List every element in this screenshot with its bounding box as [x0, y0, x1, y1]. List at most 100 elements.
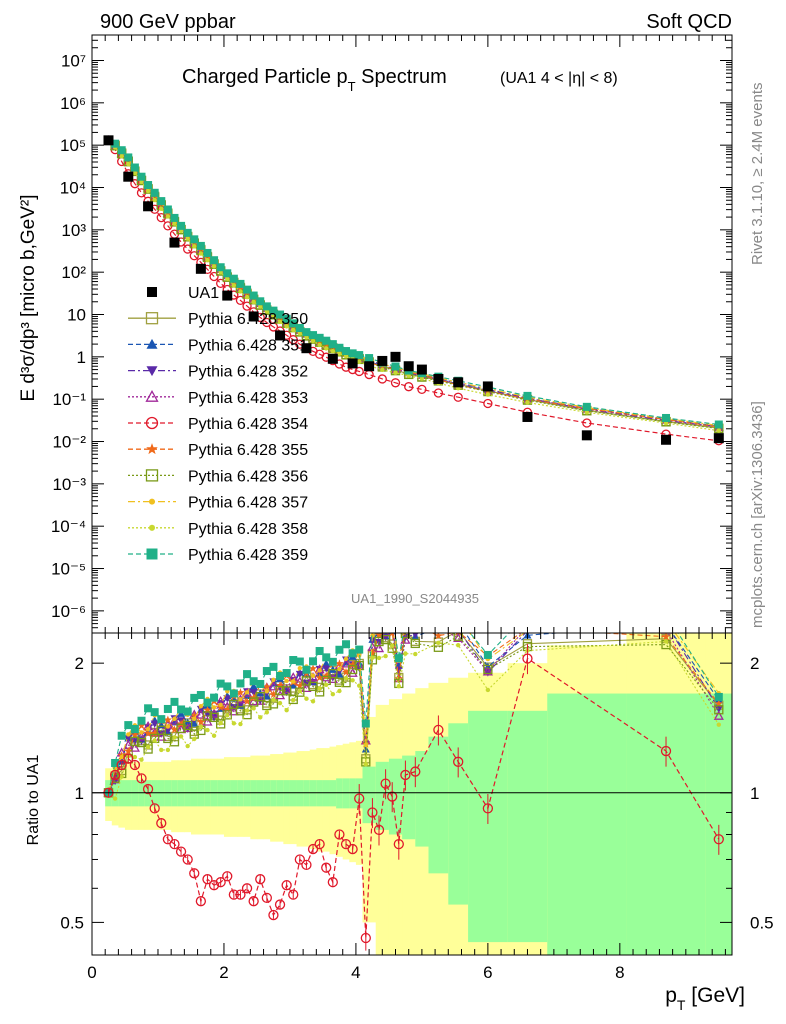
ratio-point	[370, 633, 375, 638]
ratio-354-point	[713, 834, 724, 845]
main-point	[157, 197, 166, 206]
ratio-point	[390, 625, 394, 629]
legend-marker	[145, 389, 159, 402]
ratio-point	[256, 679, 265, 688]
ratio-point	[177, 705, 186, 714]
ratio-point	[271, 677, 276, 683]
ratio-point	[255, 691, 265, 702]
ratio-point	[249, 682, 258, 690]
main-point	[391, 362, 400, 371]
ratio-point	[130, 725, 139, 734]
ratio-point	[436, 622, 440, 626]
ratio-point	[340, 658, 352, 668]
ratio-series-line	[107, 633, 720, 794]
main-point	[216, 278, 226, 289]
legend-label: Pythia 6.428 357	[188, 495, 308, 512]
ratio-point	[376, 655, 382, 661]
main-point	[216, 263, 225, 272]
ratio-354-point	[268, 909, 279, 921]
ratio-point	[308, 664, 318, 673]
main-series-351	[104, 136, 723, 430]
ratio-point	[663, 639, 669, 644]
ratio-point	[211, 733, 217, 738]
main-point	[337, 351, 342, 356]
ratio-354-point	[261, 892, 272, 904]
ratio-354-point	[281, 880, 292, 891]
ratio-point	[119, 774, 124, 779]
ratio-point	[370, 655, 375, 660]
main-point	[277, 319, 283, 325]
ratio-354-point	[189, 868, 200, 879]
ratio-point	[660, 633, 672, 634]
ratio-point	[322, 665, 331, 673]
main-point	[483, 398, 493, 409]
ratio-354-point	[340, 838, 352, 850]
main-point	[322, 336, 331, 345]
ratio-point	[361, 745, 370, 753]
main-point	[192, 244, 197, 249]
ratio-point	[295, 657, 304, 666]
main-point	[282, 314, 291, 323]
ratio-point	[454, 618, 462, 625]
ratio-354-point	[367, 807, 378, 818]
ratio-354-point	[334, 829, 345, 840]
ratio-point	[236, 679, 245, 688]
y-tick-label: 10⁵	[60, 136, 86, 155]
ratio-point	[238, 721, 243, 727]
ratio-point	[244, 708, 250, 713]
main-point	[309, 331, 318, 340]
legend-item-UA1: UA1	[147, 285, 219, 302]
ratio-point	[139, 757, 144, 762]
ratio-point	[713, 710, 724, 720]
ratio-point	[172, 735, 177, 740]
legend-item-353: Pythia 6.428 353	[128, 390, 308, 407]
ua1-point	[377, 355, 388, 366]
main-point	[183, 228, 192, 237]
main-series-353	[103, 134, 724, 431]
y-tick-label: 10	[67, 306, 86, 325]
legend-label: UA1	[188, 285, 219, 302]
legend-item-355: Pythia 6.428 355	[128, 442, 308, 459]
ratio-point	[433, 637, 444, 647]
main-point	[243, 285, 252, 294]
ratio-point	[315, 673, 324, 682]
main-series-line	[108, 139, 719, 426]
legend-item-359: Pythia 6.428 359	[128, 547, 308, 564]
ratio-point	[310, 699, 316, 704]
y-tick-label: 10⁷	[61, 51, 86, 70]
ratio-point	[165, 747, 171, 753]
main-point	[130, 163, 139, 172]
legend-label: Pythia 6.428 353	[188, 390, 308, 407]
watermark: UA1_1990_S2044935	[351, 591, 479, 606]
main-series-line	[108, 139, 719, 432]
ratio-point	[396, 683, 402, 689]
ratio-point	[297, 665, 303, 671]
green-band-bin	[388, 758, 403, 835]
main-point	[264, 309, 270, 314]
ratio-point	[124, 746, 133, 755]
main-point	[225, 276, 230, 281]
ratio-point	[308, 681, 318, 692]
main-point	[328, 340, 337, 349]
main-point	[218, 270, 223, 275]
main-point	[178, 228, 184, 234]
ratio-point	[335, 659, 344, 668]
main-point	[196, 241, 205, 250]
main-point	[229, 274, 238, 283]
ratio-point	[523, 610, 531, 618]
ratio-point	[124, 721, 133, 730]
ratio-point	[382, 613, 390, 621]
ratio-point	[330, 691, 336, 697]
ratio-354-point	[208, 880, 220, 891]
ratio-point	[295, 670, 304, 679]
ratio-point	[172, 716, 177, 721]
main-point	[139, 179, 144, 185]
main-point	[249, 291, 258, 300]
legend-label: Pythia 6.428 354	[188, 416, 308, 433]
legend-item-350: Pythia 6.428 350	[128, 311, 308, 328]
ratio-y-tick-label-right: 1	[750, 784, 759, 803]
ratio-point	[244, 690, 250, 695]
x-tick-label: 6	[483, 963, 492, 982]
ratio-point	[276, 671, 285, 680]
ratio-point	[225, 713, 230, 718]
